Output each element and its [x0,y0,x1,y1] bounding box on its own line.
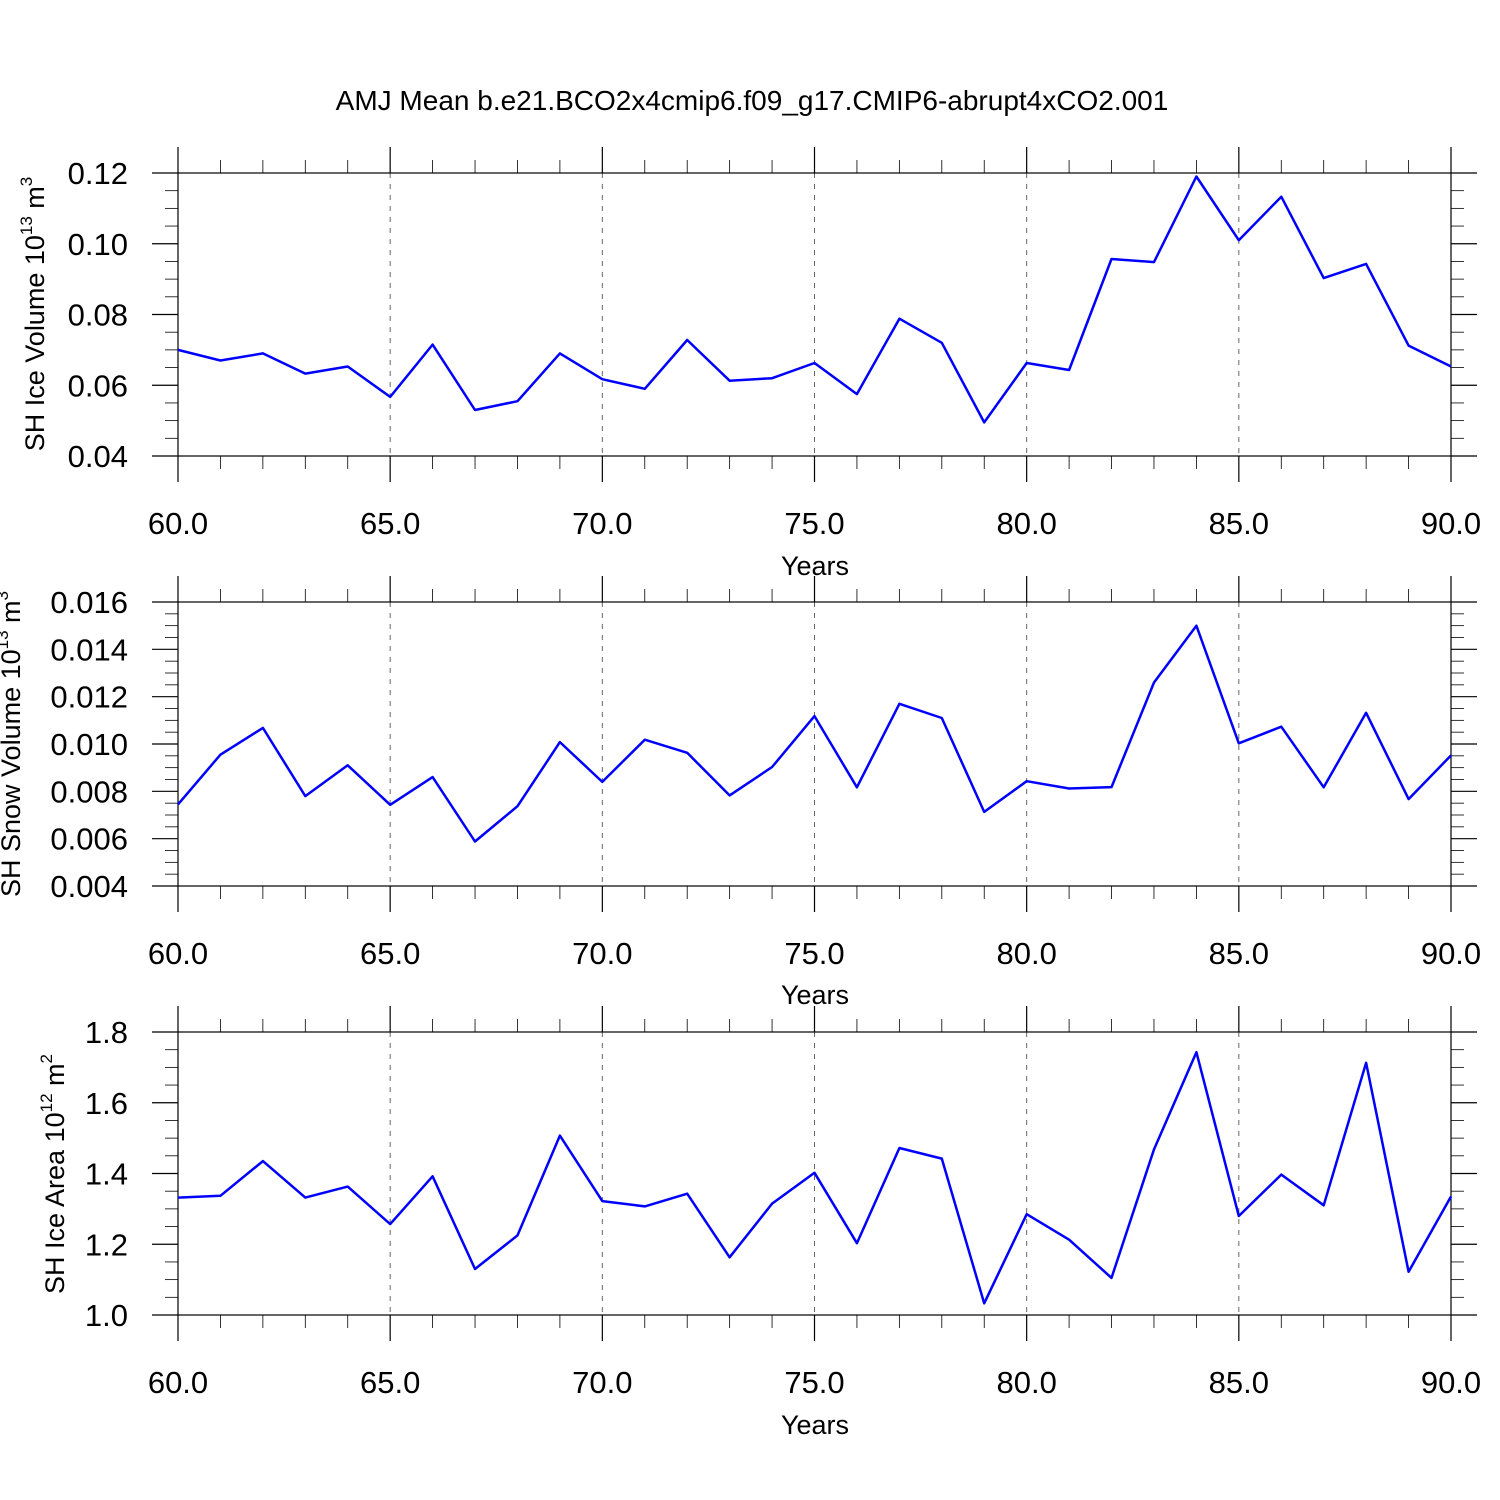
snow-volume-x-tick-label: 90.0 [1421,936,1481,971]
ice-area-x-tick-label: 80.0 [996,1365,1056,1400]
ice-volume-x-tick-label: 75.0 [784,506,844,541]
ice-area-y-axis-title: SH Ice Area 1012 m2 [37,1054,70,1294]
snow-volume-x-tick-label: 60.0 [148,936,208,971]
ice-area-y-tick-label: 1.0 [85,1298,128,1333]
snow-volume-x-tick-label: 70.0 [572,936,632,971]
ice-volume-plot-frame [177,172,1452,457]
ice-volume-x-tick-label: 90.0 [1421,506,1481,541]
ice-volume-x-tick-label: 80.0 [996,506,1056,541]
snow-volume-x-tick-label: 65.0 [360,936,420,971]
snow-volume-y-tick-label: 0.006 [50,822,128,857]
snow-volume-x-axis-title: Years [781,980,849,1010]
ice-volume-x-tick-label: 70.0 [572,506,632,541]
snow-volume-y-tick-label: 0.008 [50,774,128,809]
ice-volume-y-axis-title: SH Ice Volume 1013 m3 [17,177,50,452]
snow-volume-x-tick-label: 85.0 [1209,936,1269,971]
snow-volume-y-axis-title: SH Snow Volume 1013 m3 [0,591,26,897]
ice-volume-x-tick-label: 85.0 [1209,506,1269,541]
ice-volume-y-tick-label: 0.04 [68,439,128,474]
ice-volume-y-tick-label: 0.08 [68,298,128,333]
ice-area-x-axis-title: Years [781,1410,849,1440]
ice-volume-x-tick-label: 65.0 [360,506,420,541]
snow-volume-y-tick-label: 0.010 [50,727,128,762]
ice-volume-y-tick-label: 0.12 [68,156,128,191]
ice-volume-y-tick-label: 0.06 [68,368,128,403]
ice-area-x-tick-label: 75.0 [784,1365,844,1400]
ice-area-y-tick-label: 1.6 [85,1086,128,1121]
ice-area-y-tick-label: 1.8 [85,1015,128,1050]
snow-volume-plot-frame [177,601,1452,887]
ice-area-x-tick-label: 60.0 [148,1365,208,1400]
snow-volume-x-tick-label: 80.0 [996,936,1056,971]
ice-area-y-tick-label: 1.4 [85,1157,128,1192]
main-title: AMJ Mean b.e21.BCO2x4cmip6.f09_g17.CMIP6… [336,85,1169,116]
snow-volume-y-tick-label: 0.014 [50,632,128,667]
snow-volume-y-tick-label: 0.016 [50,585,128,620]
ice-volume-x-tick-label: 60.0 [148,506,208,541]
ice-area-x-tick-label: 90.0 [1421,1365,1481,1400]
ice-area-x-tick-label: 65.0 [360,1365,420,1400]
snow-volume-x-tick-label: 75.0 [784,936,844,971]
snow-volume-y-tick-label: 0.004 [50,869,128,904]
ice-area-x-tick-label: 70.0 [572,1365,632,1400]
snow-volume-y-tick-label: 0.012 [50,680,128,715]
ice-area-panel: SH Ice Area 1012 m2 Years 60.0 65.0 70.0 75… [37,1006,1481,1440]
ice-volume-series-line [177,175,1452,424]
ice-area-series-line [177,1050,1453,1305]
ice-area-y-tick-label: 1.2 [85,1227,128,1262]
ice-volume-y-tick-label: 0.10 [68,227,128,262]
ice-area-x-tick-label: 85.0 [1209,1365,1269,1400]
snow-volume-series-line [177,624,1452,843]
snow-volume-panel: SH Snow Volume 1013 m3 Years 60.0 65.0 70.… [0,576,1481,1010]
ice-volume-panel: SH Ice Volume 1013 m3 Years 60.0 65.0 70.0… [17,147,1481,581]
